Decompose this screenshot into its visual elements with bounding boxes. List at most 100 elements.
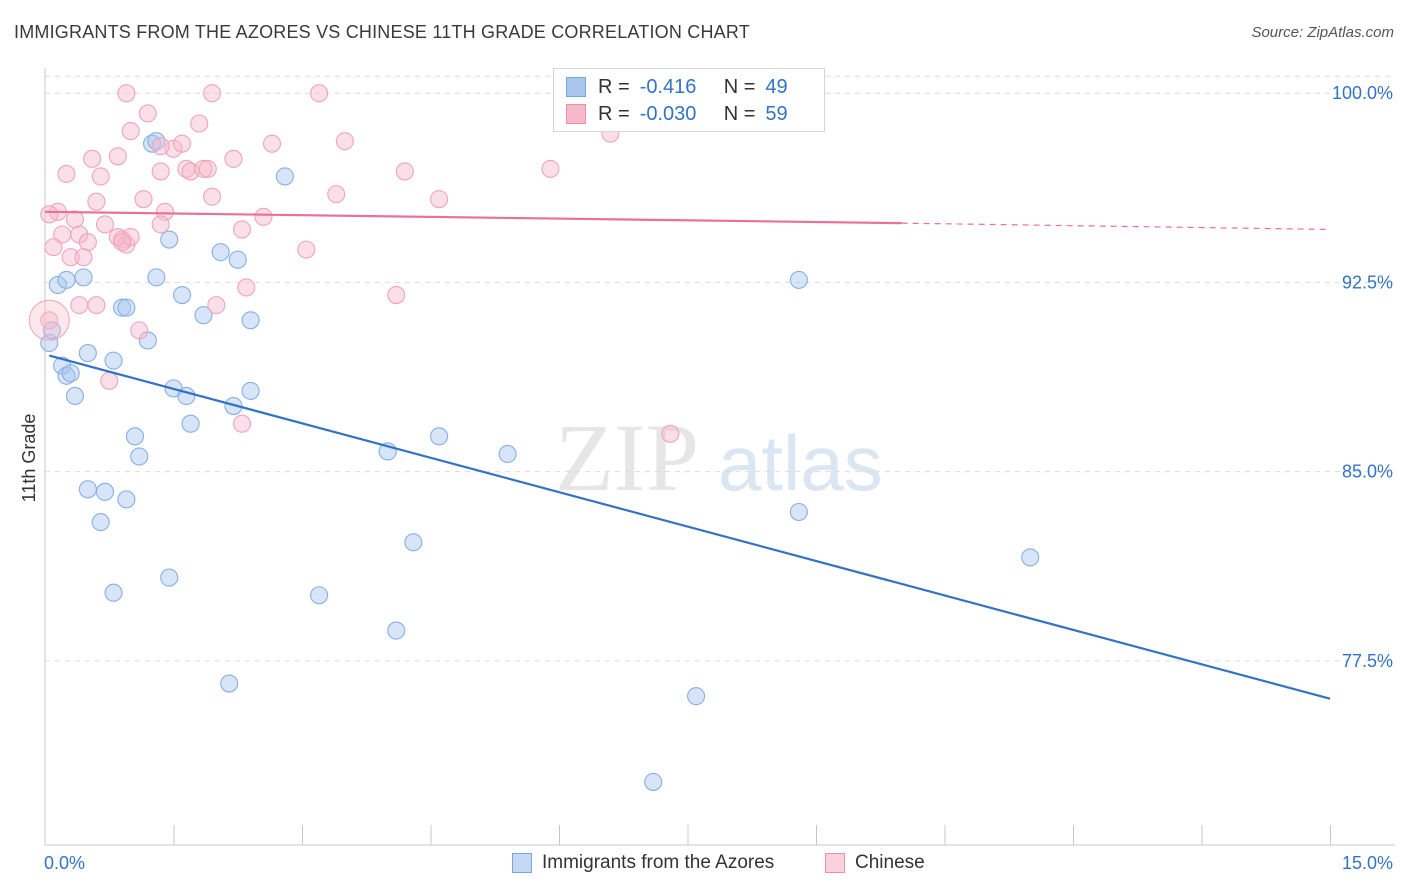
bottom-legend-chinese: Chinese bbox=[825, 852, 925, 874]
legend-row-azores: R = -0.416 N = 49 bbox=[566, 74, 788, 100]
chinese-point bbox=[40, 311, 59, 330]
bottom-legend-swatch-azores bbox=[512, 853, 532, 873]
y-axis-label: 11th Grade bbox=[19, 414, 39, 503]
chinese-point bbox=[65, 210, 85, 229]
azores-point bbox=[310, 586, 329, 605]
chinese-point bbox=[57, 164, 76, 184]
chinese-point bbox=[430, 190, 449, 209]
azores-point bbox=[430, 427, 449, 446]
chinese-point bbox=[138, 104, 157, 123]
chinese-point bbox=[121, 122, 140, 141]
bottom-legend-swatch-chinese bbox=[825, 853, 845, 873]
chinese-point bbox=[297, 240, 316, 259]
chinese-point bbox=[203, 187, 222, 206]
chinese-point bbox=[151, 137, 170, 156]
bottom-legend-azores: Immigrants from the Azores bbox=[512, 852, 774, 874]
azores-point bbox=[160, 230, 179, 249]
chinese-point bbox=[78, 233, 97, 252]
legend-row-chinese: R = -0.030 N = 59 bbox=[566, 101, 788, 127]
chinese-point bbox=[113, 233, 132, 252]
chinese-point bbox=[151, 162, 170, 181]
watermark-atlas: atlas bbox=[718, 419, 883, 507]
r-label: R = bbox=[598, 75, 630, 98]
azores-point bbox=[241, 311, 260, 330]
chinese-point bbox=[74, 248, 93, 267]
y-tick-label: 100.0% bbox=[1332, 83, 1393, 103]
azores-point bbox=[275, 167, 294, 186]
chinese-point bbox=[40, 205, 59, 224]
azores-point bbox=[387, 621, 406, 640]
chinese-point bbox=[190, 114, 209, 133]
chinese-point bbox=[207, 296, 226, 315]
trend-lines bbox=[44, 210, 1331, 700]
azores-point bbox=[789, 502, 808, 522]
chinese-point bbox=[130, 321, 149, 340]
x-tick-label: 15.0% bbox=[1342, 853, 1393, 873]
watermark-zip: ZIP bbox=[555, 404, 699, 511]
azores-point bbox=[74, 268, 93, 287]
azores-point bbox=[113, 298, 132, 317]
azores-point bbox=[228, 250, 247, 269]
azores-point bbox=[498, 444, 517, 464]
azores-point bbox=[78, 480, 97, 499]
legend-swatch-azores bbox=[566, 77, 586, 97]
chinese-point bbox=[61, 248, 80, 267]
chinese-point bbox=[327, 185, 346, 204]
azores-point bbox=[125, 427, 144, 446]
chinese-point bbox=[53, 225, 72, 244]
chinese-point bbox=[203, 84, 222, 103]
chinese-point bbox=[194, 159, 213, 178]
azores-point bbox=[48, 275, 67, 295]
azores-point bbox=[61, 364, 80, 383]
azores-point bbox=[160, 568, 179, 587]
azores-point bbox=[117, 298, 136, 317]
azores-point bbox=[194, 306, 213, 325]
source-label: Source: ZipAtlas.com bbox=[1251, 24, 1394, 41]
chinese-point bbox=[95, 215, 115, 234]
azores-point bbox=[57, 270, 76, 289]
y-tick-label: 77.5% bbox=[1342, 651, 1393, 671]
chinese-point bbox=[134, 190, 153, 209]
chinese-point bbox=[44, 238, 63, 257]
r-value: -0.030 bbox=[639, 102, 697, 125]
tick-labels: 100.0% 92.5% 85.0% 77.5% 0.0% 15.0% bbox=[44, 83, 1393, 873]
data-points bbox=[28, 84, 1040, 791]
y-tick-label: 92.5% bbox=[1342, 272, 1393, 292]
chinese-point bbox=[173, 134, 192, 153]
azores-point bbox=[1021, 548, 1040, 567]
bottom-legend-label-chinese: Chinese bbox=[855, 852, 925, 873]
chinese-point bbox=[83, 149, 102, 168]
stats-legend: R = -0.416 N = 49 R = -0.030 N = 59 bbox=[553, 68, 825, 132]
azores-point bbox=[78, 344, 97, 363]
chinese-point bbox=[151, 215, 170, 234]
chinese-point bbox=[87, 192, 106, 211]
chinese-point bbox=[232, 414, 252, 433]
chinese-point bbox=[254, 207, 273, 226]
azores-point bbox=[104, 351, 123, 370]
chinese-point bbox=[91, 167, 110, 186]
axes bbox=[44, 68, 1395, 846]
azores-trend-line bbox=[48, 354, 1331, 700]
chinese-point-large bbox=[28, 299, 70, 341]
chinese-point bbox=[237, 278, 256, 297]
bottom-legend-label-azores: Immigrants from the Azores bbox=[542, 852, 775, 873]
gridlines bbox=[45, 75, 1395, 662]
azores-point bbox=[220, 674, 239, 693]
azores-point bbox=[147, 268, 166, 287]
r-value: -0.416 bbox=[639, 75, 697, 98]
y-tick-label: 85.0% bbox=[1342, 462, 1393, 482]
chinese-trend-line-extension bbox=[901, 222, 1331, 231]
chinese-point bbox=[100, 371, 119, 390]
azores-point bbox=[687, 687, 706, 706]
chinese-point bbox=[198, 159, 217, 178]
r-label: R = bbox=[598, 102, 630, 125]
azores-point bbox=[130, 447, 149, 466]
chinese-point bbox=[541, 159, 560, 178]
chinese-point bbox=[661, 424, 680, 443]
chart-title: IMMIGRANTS FROM THE AZORES VS CHINESE 11… bbox=[14, 22, 750, 42]
azores-point bbox=[117, 490, 136, 509]
azores-point bbox=[65, 386, 85, 406]
azores-point bbox=[173, 285, 192, 305]
chinese-point bbox=[310, 84, 329, 103]
